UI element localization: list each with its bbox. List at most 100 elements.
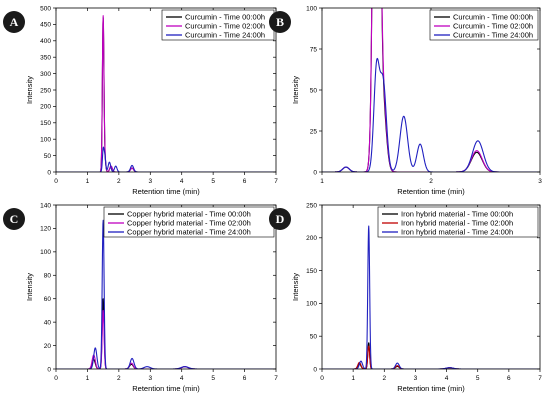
legend-entry: Curcumin - Time 24:00h — [185, 31, 265, 40]
y-tick-label: 140 — [40, 202, 51, 209]
x-tick-label: 1 — [351, 375, 355, 382]
x-tick-label: 1 — [86, 178, 90, 185]
y-tick-label: 250 — [306, 202, 317, 209]
y-tick-label: 100 — [40, 249, 51, 256]
y-tick-label: 0 — [47, 366, 51, 373]
series-line-2 — [56, 309, 276, 369]
legend-entry: Curcumin - Time 02:00h — [453, 22, 533, 31]
x-tick-label: 3 — [148, 375, 152, 382]
x-tick-label: 5 — [211, 178, 215, 185]
panel-badge-label: A — [10, 15, 19, 29]
x-tick-label: 5 — [211, 375, 215, 382]
y-tick-label: 150 — [306, 268, 317, 275]
x-tick-label: 6 — [243, 375, 247, 382]
legend-entry: Copper hybrid material - Time 02:00h — [127, 219, 251, 228]
legend-entry: Iron hybrid material - Time 24:00h — [401, 228, 513, 237]
panel-badge: B — [269, 11, 291, 33]
series-line-1 — [322, 342, 540, 369]
x-tick-label: 4 — [445, 375, 449, 382]
y-tick-label: 150 — [40, 120, 51, 127]
y-tick-label: 450 — [40, 22, 51, 29]
panel-badge-label: D — [276, 212, 285, 226]
panel-badge-label: B — [276, 15, 284, 29]
x-tick-label: 0 — [54, 375, 58, 382]
legend-entry: Copper hybrid material - Time 00:00h — [127, 210, 251, 219]
series-line-3 — [322, 57, 540, 172]
x-tick-label: 0 — [320, 375, 324, 382]
series-group — [322, 225, 540, 369]
legend-entry: Curcumin - Time 00:00h — [453, 13, 533, 22]
y-tick-label: 50 — [44, 153, 52, 160]
panel-badge: D — [269, 208, 291, 230]
series-line-1 — [56, 298, 276, 369]
legend-entry: Iron hybrid material - Time 02:00h — [401, 219, 513, 228]
x-tick-label: 2 — [382, 375, 386, 382]
y-axis-label: Intensity — [291, 76, 300, 104]
x-tick-label: 1 — [86, 375, 90, 382]
y-axis-label: Intensity — [291, 273, 300, 301]
panel-badge: C — [3, 208, 25, 230]
x-tick-label: 3 — [148, 178, 152, 185]
x-tick-label: 4 — [180, 178, 184, 185]
y-tick-label: 120 — [40, 226, 51, 233]
panel-badge-circle — [269, 11, 291, 33]
y-tick-label: 25 — [310, 128, 318, 135]
y-tick-label: 100 — [40, 137, 51, 144]
x-tick-label: 2 — [429, 178, 433, 185]
y-tick-label: 0 — [313, 366, 317, 373]
x-tick-label: 2 — [117, 375, 121, 382]
legend-box — [377, 206, 539, 238]
x-tick-label: 7 — [274, 375, 278, 382]
y-tick-label: 60 — [44, 296, 52, 303]
x-tick-label: 7 — [538, 375, 542, 382]
panel-a: 0 1 2 3 4 5 6 7 0 50 100 150 200 250 300 350 400 450 500 Re… — [3, 5, 278, 196]
x-tick-label: 6 — [243, 178, 247, 185]
series-group — [56, 219, 276, 369]
x-tick-label: 2 — [117, 178, 121, 185]
x-tick-label: 3 — [538, 178, 542, 185]
x-axis-label: Retention time (min) — [397, 187, 465, 196]
y-tick-label: 100 — [306, 5, 317, 12]
panel-badge-label: C — [10, 212, 19, 226]
y-tick-label: 300 — [40, 71, 51, 78]
plot-frame — [55, 204, 277, 370]
series-line-3 — [56, 219, 276, 369]
y-tick-label: 500 — [40, 5, 51, 12]
panel-c: 0 1 2 3 4 5 6 7 0 20 40 60 80 100 120 140 Retention time… — [3, 202, 278, 393]
legend-entry: Iron hybrid material - Time 00:00h — [401, 210, 513, 219]
y-tick-label: 250 — [40, 87, 51, 94]
legend-entry: Curcumin - Time 02:00h — [185, 22, 265, 31]
x-tick-label: 7 — [274, 178, 278, 185]
y-tick-label: 40 — [44, 319, 52, 326]
plot-frame — [321, 204, 541, 370]
series-line-2 — [322, 345, 540, 369]
x-tick-label: 1 — [320, 178, 324, 185]
y-tick-label: 0 — [47, 169, 51, 176]
y-tick-label: 0 — [313, 169, 317, 176]
x-axis-label: Retention time (min) — [132, 384, 200, 393]
x-tick-label: 6 — [507, 375, 511, 382]
y-tick-label: 400 — [40, 38, 51, 45]
y-tick-label: 20 — [44, 343, 52, 350]
panel-badge: A — [3, 11, 25, 33]
y-tick-label: 50 — [310, 87, 318, 94]
x-tick-label: 0 — [54, 178, 58, 185]
x-axis-label: Retention time (min) — [132, 187, 200, 196]
panel-badge-circle — [3, 208, 25, 230]
panel-d: 0 1 2 3 4 5 6 7 0 50 100 150 200 250 Retention time (m… — [269, 202, 542, 393]
x-tick-label: 3 — [414, 375, 418, 382]
y-tick-label: 200 — [40, 104, 51, 111]
y-axis-label: Intensity — [25, 273, 34, 301]
legend-entry: Curcumin - Time 24:00h — [453, 31, 533, 40]
legend-entry: Copper hybrid material - Time 24:00h — [127, 228, 251, 237]
y-tick-label: 80 — [44, 273, 52, 280]
legend-entry: Curcumin - Time 00:00h — [185, 13, 265, 22]
series-line-3 — [322, 225, 540, 369]
panel-badge-circle — [3, 11, 25, 33]
y-tick-label: 100 — [306, 301, 317, 308]
panel-b: 1 2 3 0 25 50 75 100 Retention time (min) Intensi… — [269, 5, 542, 196]
